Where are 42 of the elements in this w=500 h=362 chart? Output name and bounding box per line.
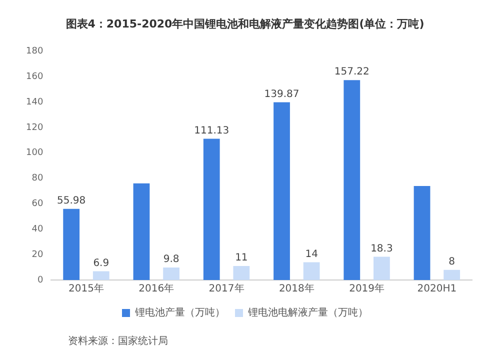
- y-tick-label: 100: [26, 148, 44, 158]
- bar: [374, 256, 390, 280]
- y-tick-label: 40: [32, 224, 44, 234]
- x-tick-label: 2017年: [208, 282, 244, 295]
- chart-title: 图表4：2015-2020年中国锂电池和电解液产量变化趋势图(单位：万吨): [66, 17, 424, 30]
- data-label: 18.3: [370, 243, 393, 254]
- x-tick-label: 2015年: [68, 282, 104, 295]
- bar: [63, 208, 80, 280]
- bar: [274, 102, 290, 280]
- data-label: 9.8: [163, 254, 180, 266]
- y-tick-label: 160: [26, 72, 44, 82]
- y-tick-label: 20: [32, 250, 44, 260]
- data-label: 11: [235, 252, 248, 264]
- x-tick-label: 2016年: [138, 282, 174, 295]
- data-label: 6.9: [93, 258, 110, 269]
- bar: [303, 262, 320, 280]
- legend-label: 锂电池产量（万吨）: [134, 306, 225, 319]
- data-label: 157.22: [334, 66, 370, 78]
- bar: [344, 80, 360, 280]
- data-label: 8: [448, 256, 456, 268]
- x-tick-label: 2019年: [349, 282, 385, 295]
- data-label: 14: [305, 248, 318, 260]
- y-tick-label: 120: [26, 122, 44, 133]
- y-tick-label: 140: [26, 97, 44, 108]
- bar: [233, 266, 250, 280]
- x-tick-label: 2020H1: [417, 284, 457, 295]
- data-label: 139.87: [264, 88, 300, 100]
- bar: [414, 186, 430, 280]
- y-tick-label: 180: [26, 46, 44, 57]
- y-tick-label: 80: [32, 174, 44, 184]
- bar: [203, 138, 220, 280]
- x-tick-label: 2018年: [278, 282, 314, 295]
- bar: [133, 183, 150, 280]
- data-label: 55.98: [57, 195, 86, 206]
- bar: [92, 271, 110, 280]
- text: 资料来源：国家统计局: [67, 334, 169, 348]
- y-tick-label: 0: [37, 275, 44, 286]
- legend-label: 锂电池电解液产量（万吨）: [247, 306, 368, 319]
- y-tick-label: 60: [32, 199, 44, 210]
- bar: [444, 270, 460, 280]
- data-label: 111.13: [194, 125, 230, 136]
- bar: [163, 268, 180, 280]
